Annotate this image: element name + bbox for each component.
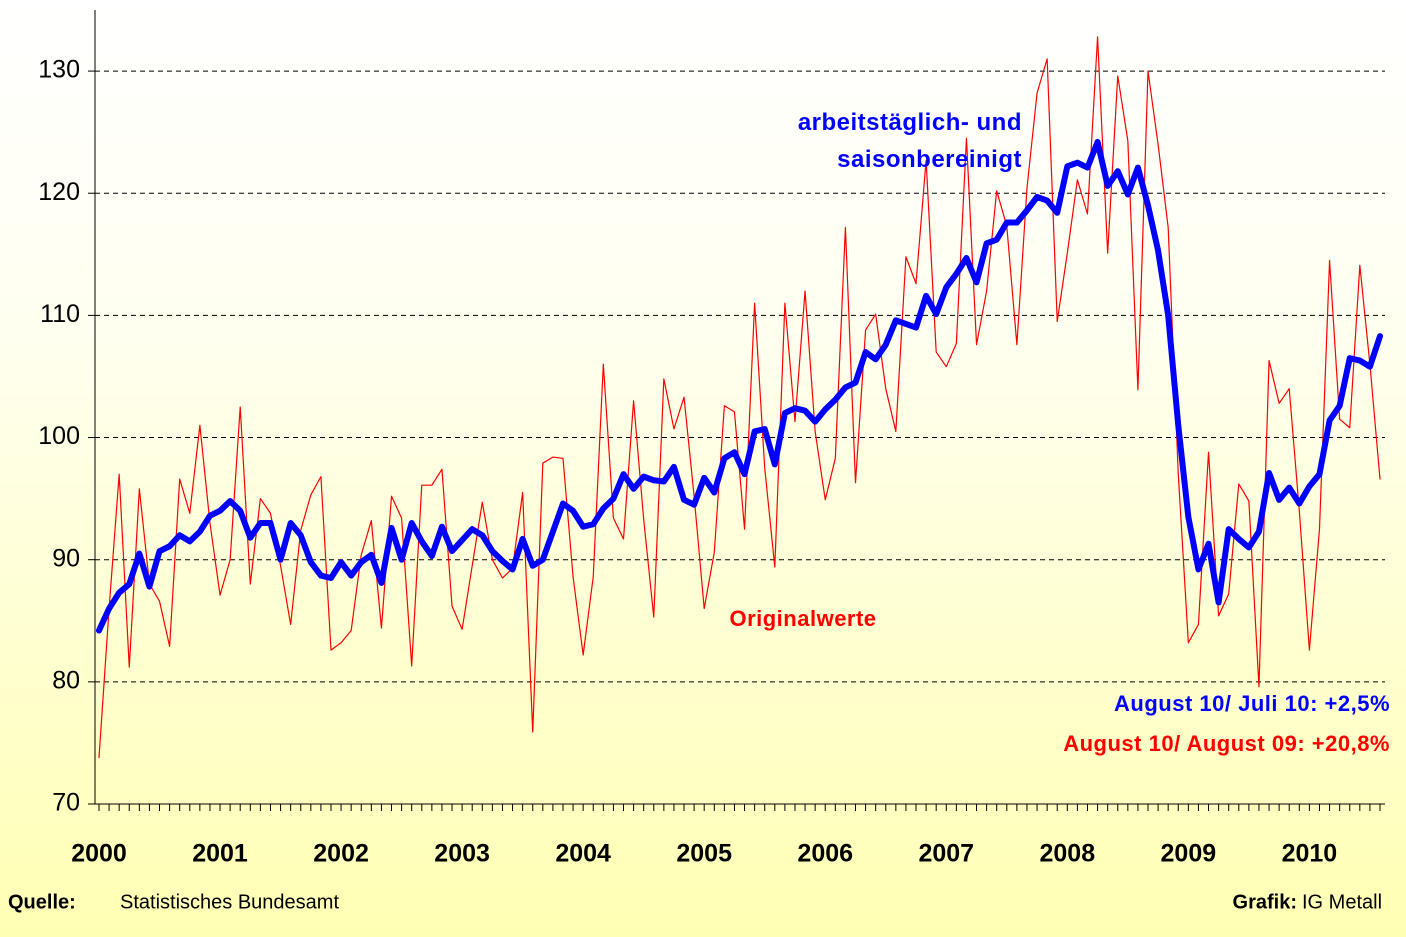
annotation: August 10/ Juli 10: +2,5%: [1114, 691, 1390, 716]
y-tick-label: 90: [52, 544, 80, 572]
credit: IG Metall: [1302, 891, 1382, 913]
y-tick-label: 70: [52, 789, 80, 817]
y-tick-label: 100: [38, 422, 80, 450]
y-tick-label: 80: [52, 666, 80, 694]
source: Statistisches Bundesamt: [120, 891, 339, 913]
credit-label: Grafik:: [1233, 891, 1297, 913]
x-tick-label: 2010: [1282, 840, 1338, 868]
source-label: Quelle:: [8, 891, 76, 913]
series-label: Originalwerte: [729, 606, 876, 631]
y-tick-label: 110: [40, 300, 80, 328]
series-label: arbeitstäglich- und saisonbereinigt: [797, 109, 1022, 173]
x-tick-label: 2008: [1040, 840, 1096, 868]
x-tick-label: 2007: [918, 840, 974, 868]
x-tick-label: 2004: [555, 840, 611, 868]
y-tick-label: 130: [38, 56, 80, 84]
x-tick-label: 2003: [434, 840, 490, 868]
series-line: [98, 36, 1381, 759]
x-tick-label: 2002: [313, 840, 369, 868]
x-tick-label: 2000: [71, 840, 127, 868]
annotation: August 10/ August 09: +20,8%: [1063, 731, 1390, 756]
y-tick-label: 120: [38, 178, 80, 206]
x-tick-label: 2001: [192, 840, 248, 868]
series-line: [96, 138, 1383, 634]
x-tick-label: 2006: [797, 840, 853, 868]
x-tick-label: 2005: [676, 840, 732, 868]
x-tick-label: 2009: [1161, 840, 1217, 868]
